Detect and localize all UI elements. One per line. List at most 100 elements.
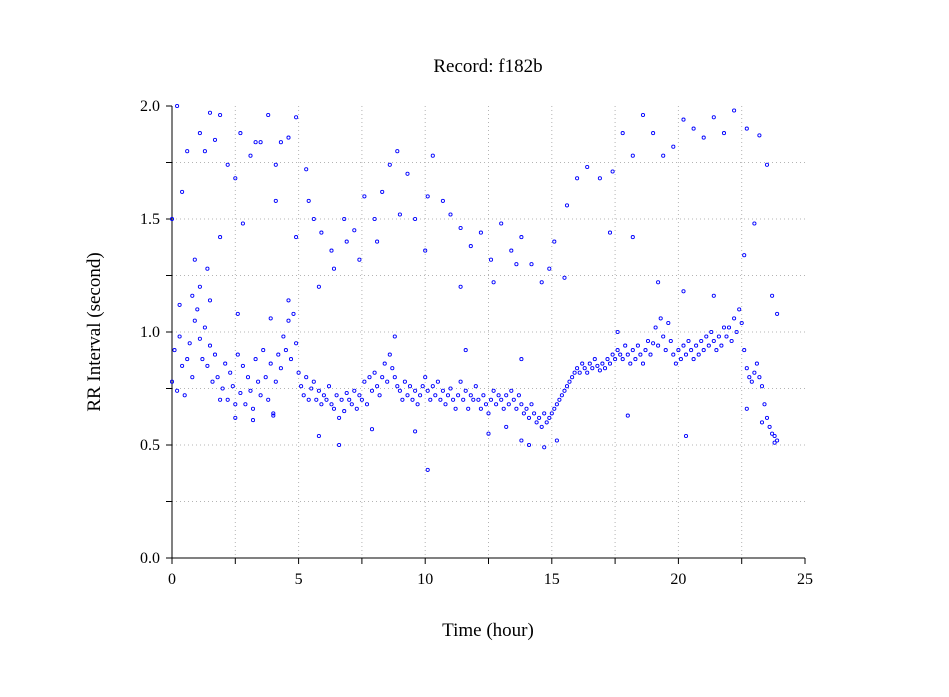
data-point	[354, 406, 359, 411]
data-point	[314, 397, 319, 402]
data-point	[726, 325, 732, 330]
data-point	[344, 390, 349, 396]
data-point	[430, 384, 435, 389]
data-point	[663, 348, 668, 353]
data-point	[324, 397, 329, 402]
data-point	[542, 411, 547, 416]
y-tick-label: 1.5	[140, 211, 160, 228]
data-point	[263, 375, 268, 380]
data-point	[734, 329, 739, 335]
data-point	[329, 402, 334, 407]
data-point	[600, 361, 605, 366]
data-point	[678, 357, 683, 362]
data-point	[499, 397, 504, 402]
data-point	[337, 442, 342, 448]
data-point	[316, 433, 321, 439]
data-point	[329, 248, 334, 253]
data-point	[283, 348, 288, 353]
data-point	[443, 402, 448, 407]
data-point	[706, 343, 711, 348]
data-point	[744, 126, 749, 131]
data-point	[704, 334, 709, 339]
data-point	[661, 153, 666, 158]
data-point	[486, 411, 491, 416]
data-point	[286, 318, 291, 323]
data-point	[610, 352, 615, 357]
data-point	[711, 293, 716, 298]
data-point	[516, 393, 521, 398]
y-tick-label: 2.0	[140, 98, 160, 115]
data-point	[223, 361, 228, 366]
data-point	[754, 361, 759, 366]
data-point	[438, 397, 443, 402]
data-point	[197, 284, 202, 289]
data-point	[440, 198, 445, 203]
data-point	[405, 393, 410, 398]
data-point	[562, 275, 567, 280]
data-point	[175, 388, 180, 393]
data-point	[291, 311, 296, 316]
data-point	[575, 176, 580, 181]
data-point	[271, 411, 276, 416]
data-point	[197, 131, 202, 136]
data-point	[488, 397, 494, 402]
data-point	[519, 235, 524, 240]
data-point	[683, 352, 689, 357]
data-point	[526, 442, 532, 448]
data-point	[651, 131, 656, 136]
data-point	[529, 262, 534, 267]
axes	[166, 105, 806, 564]
data-point	[458, 284, 463, 289]
data-point	[476, 397, 481, 402]
data-point	[640, 112, 646, 118]
data-point	[200, 357, 205, 362]
data-point	[711, 115, 716, 120]
data-point	[175, 103, 180, 109]
data-point	[276, 352, 281, 357]
data-point	[607, 230, 613, 235]
data-point	[190, 293, 195, 298]
x-tick-label: 25	[797, 571, 813, 588]
data-point	[519, 402, 524, 407]
data-point	[509, 388, 514, 393]
data-point	[752, 370, 757, 375]
data-point	[185, 357, 190, 362]
data-point	[418, 393, 423, 398]
data-point	[514, 262, 519, 267]
data-point	[762, 402, 767, 407]
data-point	[304, 167, 309, 172]
data-point	[529, 402, 534, 407]
data-point	[458, 225, 463, 231]
data-point	[405, 171, 410, 176]
x-tick-label: 15	[544, 571, 560, 588]
data-point	[413, 216, 418, 222]
x-tick-label: 20	[670, 571, 686, 588]
data-point	[233, 402, 238, 407]
data-point	[732, 316, 737, 321]
data-point	[169, 216, 175, 222]
data-point	[759, 384, 765, 389]
data-point	[382, 361, 387, 366]
data-point	[296, 370, 301, 375]
data-point	[228, 370, 233, 375]
data-point	[491, 388, 496, 393]
data-point	[192, 318, 197, 323]
x-tick-label: 5	[295, 571, 303, 588]
data-point	[238, 131, 243, 136]
data-point	[326, 384, 332, 389]
data-point	[352, 228, 357, 233]
data-point	[253, 357, 258, 362]
data-point	[453, 406, 458, 411]
data-point	[309, 386, 314, 391]
data-point	[306, 397, 311, 402]
data-point	[481, 393, 486, 398]
data-point	[562, 388, 567, 393]
data-point	[218, 235, 223, 240]
data-point	[496, 393, 501, 398]
data-point	[509, 248, 514, 253]
data-point	[764, 415, 770, 420]
data-point	[349, 402, 354, 407]
data-point	[759, 420, 765, 425]
data-point	[686, 338, 691, 344]
data-point	[294, 341, 299, 346]
